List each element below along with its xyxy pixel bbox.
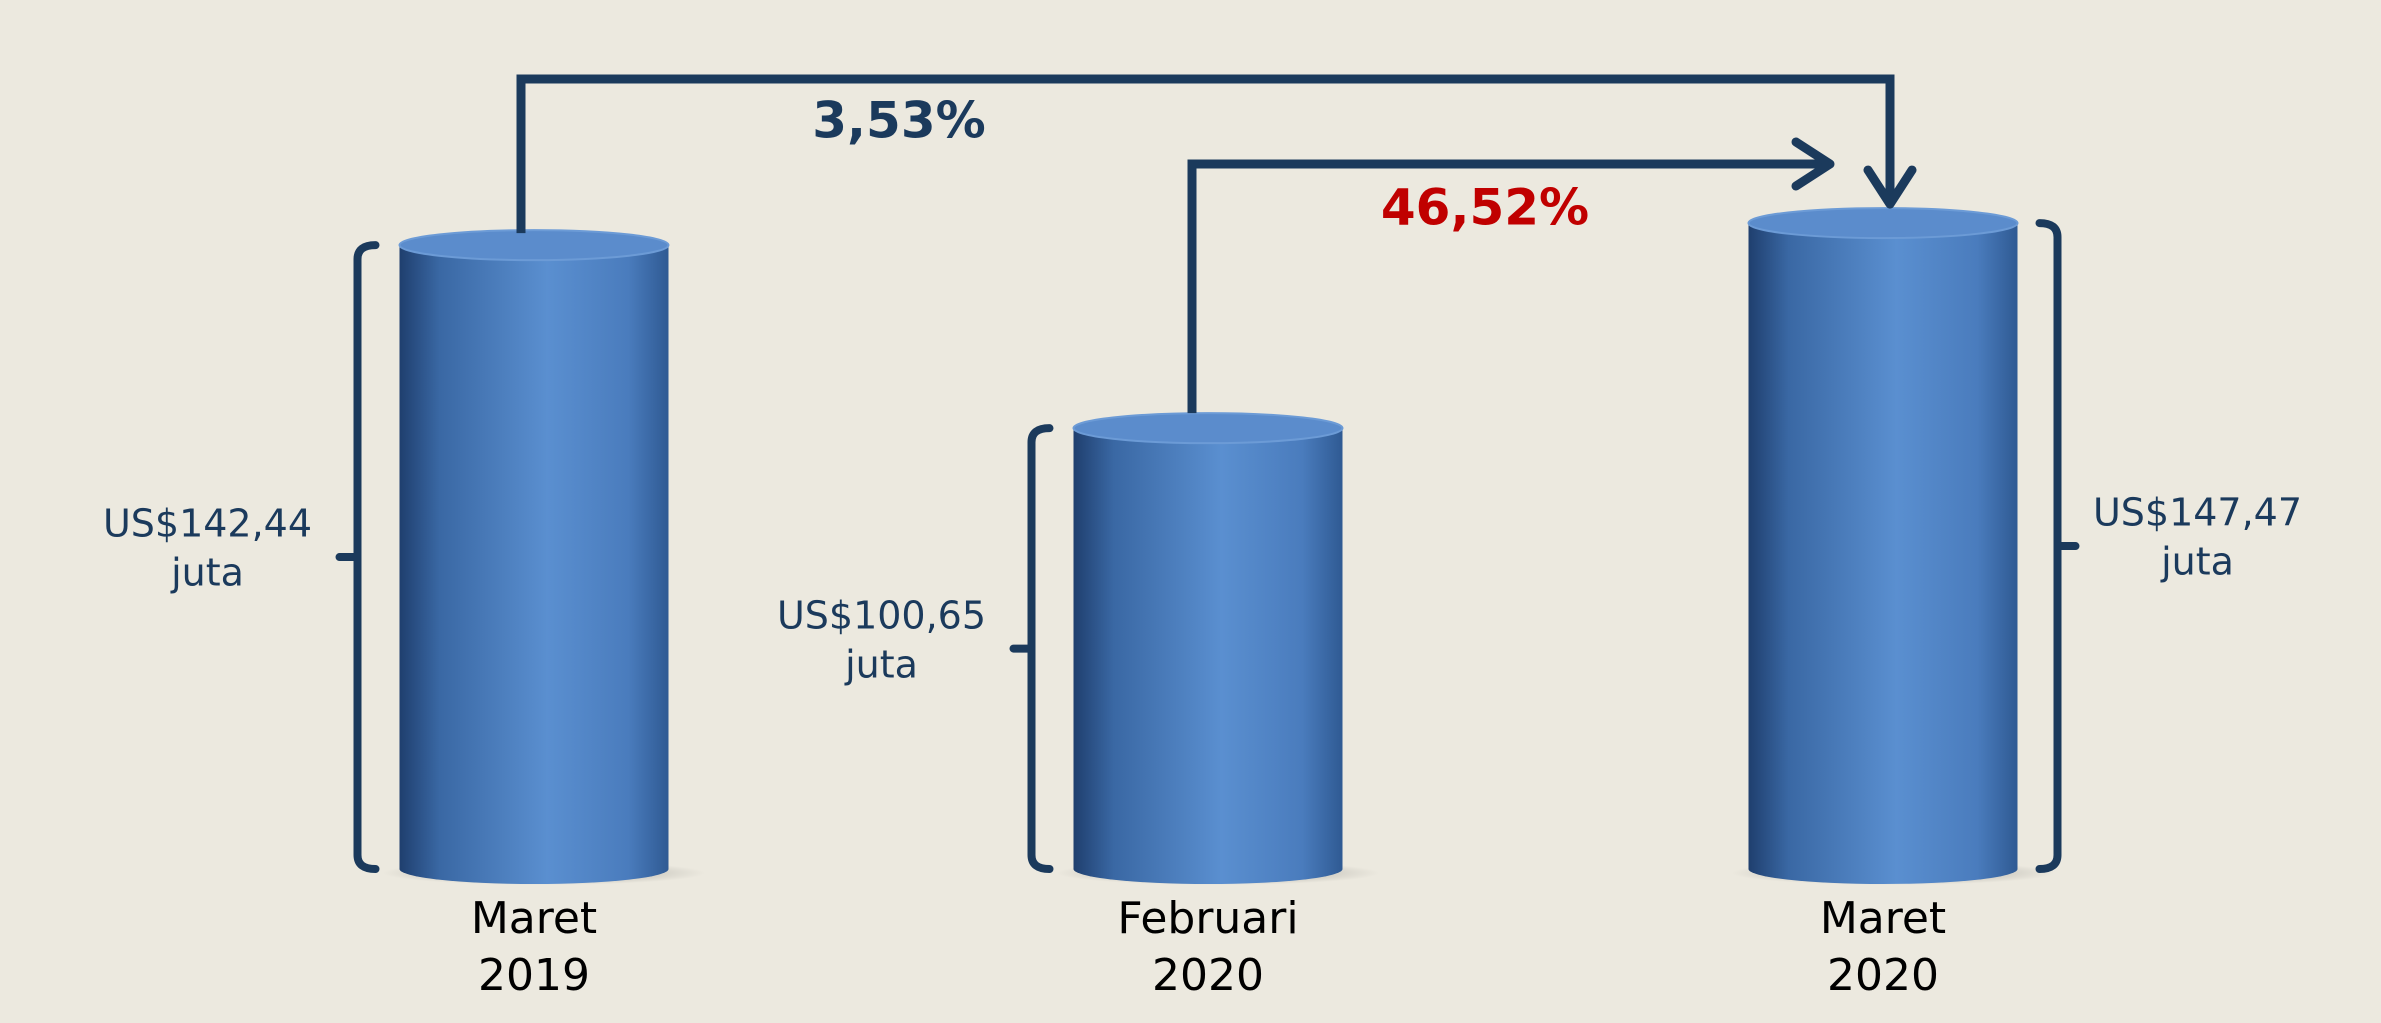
bar xyxy=(1073,428,1343,869)
x-tick-label: Februari 2020 xyxy=(1117,892,1299,1001)
bar-top xyxy=(1072,412,1344,445)
bar xyxy=(399,245,669,869)
bar-top xyxy=(1747,207,2019,240)
bracket xyxy=(1009,424,1054,873)
annotation: 46,52% xyxy=(1380,178,1590,237)
annotation: 3,53% xyxy=(812,91,986,150)
bar-top xyxy=(398,229,670,262)
value-label: US$142,44 juta xyxy=(102,501,313,596)
x-tick-label: Maret 2020 xyxy=(1819,892,1947,1001)
x-tick-label: Maret 2019 xyxy=(470,892,598,1001)
value-label: US$147,47 juta xyxy=(2092,490,2303,585)
arrow xyxy=(516,74,1895,234)
value-label: US$100,65 juta xyxy=(776,593,987,687)
bracket xyxy=(335,241,380,873)
bar xyxy=(1748,223,2018,869)
arrow xyxy=(1187,159,1830,414)
arrow-head xyxy=(1863,165,1917,209)
arrow-head xyxy=(1791,137,1835,191)
bracket xyxy=(2035,219,2080,873)
